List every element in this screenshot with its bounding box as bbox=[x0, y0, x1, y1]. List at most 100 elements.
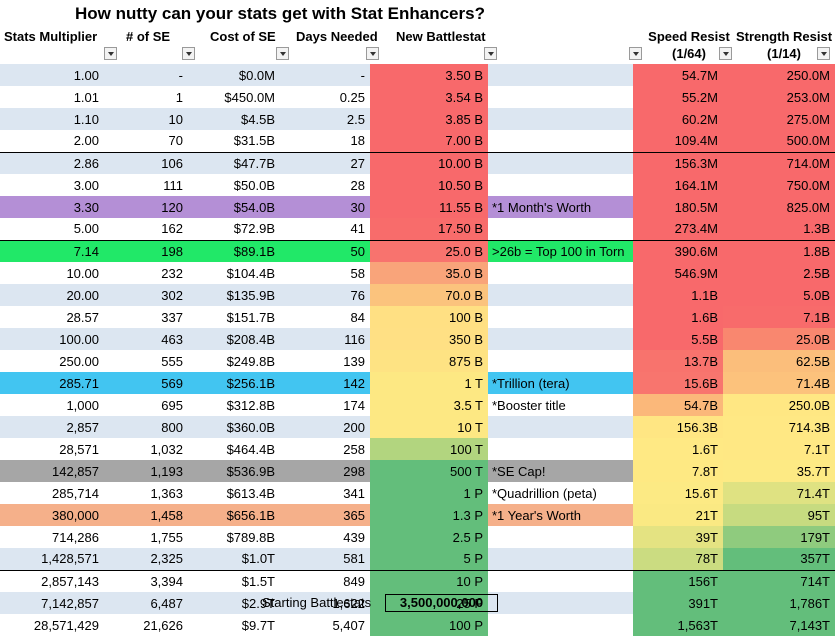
cell-new-battlestat[interactable]: 1 T bbox=[370, 372, 488, 394]
cell-num-se[interactable]: 3,394 bbox=[104, 569, 188, 592]
cell-num-se[interactable]: 120 bbox=[104, 196, 188, 218]
cell-note[interactable] bbox=[488, 416, 633, 438]
cell-days-needed[interactable]: 84 bbox=[280, 306, 370, 328]
cell-new-battlestat[interactable]: 500 T bbox=[370, 460, 488, 482]
cell-note[interactable] bbox=[488, 262, 633, 284]
cell-cost-se[interactable]: $450.0M bbox=[188, 86, 280, 108]
cell-num-se[interactable]: 111 bbox=[104, 174, 188, 196]
cell-stats-multiplier[interactable]: 250.00 bbox=[0, 350, 104, 372]
cell-cost-se[interactable]: $1.5T bbox=[188, 569, 280, 592]
cell-num-se[interactable]: 569 bbox=[104, 372, 188, 394]
filter-dropdown-icon[interactable] bbox=[719, 47, 732, 60]
cell-stats-multiplier[interactable]: 28,571,429 bbox=[0, 614, 104, 636]
cell-num-se[interactable]: 106 bbox=[104, 151, 188, 174]
cell-strength-resist[interactable]: 714T bbox=[723, 569, 835, 592]
cell-days-needed[interactable]: 1,622 bbox=[280, 592, 370, 614]
cell-speed-resist[interactable]: 21T bbox=[633, 504, 723, 526]
cell-cost-se[interactable]: $312.8B bbox=[188, 394, 280, 416]
cell-days-needed[interactable]: 139 bbox=[280, 350, 370, 372]
cell-speed-resist[interactable]: 180.5M bbox=[633, 196, 723, 218]
cell-new-battlestat[interactable]: 5 P bbox=[370, 548, 488, 570]
starting-battlestats-value[interactable]: 3,500,000,000 bbox=[385, 594, 498, 612]
cell-new-battlestat[interactable]: 1.3 P bbox=[370, 504, 488, 526]
cell-new-battlestat[interactable]: 100 B bbox=[370, 306, 488, 328]
cell-stats-multiplier[interactable]: 1.10 bbox=[0, 108, 104, 130]
cell-days-needed[interactable]: 30 bbox=[280, 196, 370, 218]
cell-cost-se[interactable]: $656.1B bbox=[188, 504, 280, 526]
cell-strength-resist[interactable]: 62.5B bbox=[723, 350, 835, 372]
cell-strength-resist[interactable]: 1.3B bbox=[723, 218, 835, 240]
filter-dropdown-icon[interactable] bbox=[629, 47, 642, 60]
cell-speed-resist[interactable]: 1.1B bbox=[633, 284, 723, 306]
cell-note[interactable]: *Booster title bbox=[488, 394, 633, 416]
cell-strength-resist[interactable]: 500.0M bbox=[723, 130, 835, 152]
cell-cost-se[interactable]: $789.8B bbox=[188, 526, 280, 548]
cell-strength-resist[interactable]: 250.0B bbox=[723, 394, 835, 416]
cell-stats-multiplier[interactable]: 2.00 bbox=[0, 130, 104, 152]
cell-note[interactable]: *Quadrillion (peta) bbox=[488, 482, 633, 504]
cell-speed-resist[interactable]: 39T bbox=[633, 526, 723, 548]
cell-cost-se[interactable]: $2.9T bbox=[188, 592, 280, 614]
cell-stats-multiplier[interactable]: 7,142,857 bbox=[0, 592, 104, 614]
cell-note[interactable] bbox=[488, 64, 633, 86]
cell-days-needed[interactable]: 41 bbox=[280, 218, 370, 240]
cell-stats-multiplier[interactable]: 380,000 bbox=[0, 504, 104, 526]
cell-new-battlestat[interactable]: 25.0 B bbox=[370, 239, 488, 262]
cell-new-battlestat[interactable]: 3.50 B bbox=[370, 64, 488, 86]
cell-stats-multiplier[interactable]: 28.57 bbox=[0, 306, 104, 328]
cell-days-needed[interactable]: 581 bbox=[280, 548, 370, 570]
cell-strength-resist[interactable]: 253.0M bbox=[723, 86, 835, 108]
cell-new-battlestat[interactable]: 10 P bbox=[370, 569, 488, 592]
cell-note[interactable]: *1 Year's Worth bbox=[488, 504, 633, 526]
cell-strength-resist[interactable]: 357T bbox=[723, 548, 835, 570]
cell-num-se[interactable]: 232 bbox=[104, 262, 188, 284]
cell-days-needed[interactable]: 142 bbox=[280, 372, 370, 394]
cell-speed-resist[interactable]: 390.6M bbox=[633, 239, 723, 262]
filter-dropdown-icon[interactable] bbox=[182, 47, 195, 60]
cell-cost-se[interactable]: $4.5B bbox=[188, 108, 280, 130]
cell-new-battlestat[interactable]: 100 T bbox=[370, 438, 488, 460]
cell-cost-se[interactable]: $72.9B bbox=[188, 218, 280, 240]
cell-stats-multiplier[interactable]: 7.14 bbox=[0, 239, 104, 262]
cell-new-battlestat[interactable]: 350 B bbox=[370, 328, 488, 350]
filter-dropdown-icon[interactable] bbox=[484, 47, 497, 60]
cell-new-battlestat[interactable]: 2.5 P bbox=[370, 526, 488, 548]
cell-days-needed[interactable]: 5,407 bbox=[280, 614, 370, 636]
cell-cost-se[interactable]: $0.0M bbox=[188, 64, 280, 86]
cell-note[interactable] bbox=[488, 284, 633, 306]
cell-days-needed[interactable]: 76 bbox=[280, 284, 370, 306]
cell-days-needed[interactable]: 200 bbox=[280, 416, 370, 438]
cell-stats-multiplier[interactable]: 20.00 bbox=[0, 284, 104, 306]
cell-num-se[interactable]: 21,626 bbox=[104, 614, 188, 636]
cell-note[interactable] bbox=[488, 174, 633, 196]
cell-speed-resist[interactable]: 5.5B bbox=[633, 328, 723, 350]
cell-new-battlestat[interactable]: 1 P bbox=[370, 482, 488, 504]
cell-strength-resist[interactable]: 5.0B bbox=[723, 284, 835, 306]
cell-new-battlestat[interactable]: 70.0 B bbox=[370, 284, 488, 306]
cell-num-se[interactable]: 2,325 bbox=[104, 548, 188, 570]
cell-cost-se[interactable]: $47.7B bbox=[188, 151, 280, 174]
cell-cost-se[interactable]: $536.9B bbox=[188, 460, 280, 482]
cell-days-needed[interactable]: - bbox=[280, 64, 370, 86]
cell-days-needed[interactable]: 50 bbox=[280, 239, 370, 262]
cell-note[interactable]: *1 Month's Worth bbox=[488, 196, 633, 218]
cell-note[interactable] bbox=[488, 350, 633, 372]
cell-strength-resist[interactable]: 71.4T bbox=[723, 482, 835, 504]
cell-speed-resist[interactable]: 1.6B bbox=[633, 306, 723, 328]
cell-stats-multiplier[interactable]: 100.00 bbox=[0, 328, 104, 350]
cell-num-se[interactable]: - bbox=[104, 64, 188, 86]
cell-stats-multiplier[interactable]: 1.01 bbox=[0, 86, 104, 108]
cell-speed-resist[interactable]: 7.8T bbox=[633, 460, 723, 482]
filter-dropdown-icon[interactable] bbox=[104, 47, 117, 60]
cell-num-se[interactable]: 463 bbox=[104, 328, 188, 350]
cell-strength-resist[interactable]: 95T bbox=[723, 504, 835, 526]
cell-strength-resist[interactable]: 250.0M bbox=[723, 64, 835, 86]
cell-num-se[interactable]: 555 bbox=[104, 350, 188, 372]
cell-stats-multiplier[interactable]: 28,571 bbox=[0, 438, 104, 460]
cell-cost-se[interactable]: $464.4B bbox=[188, 438, 280, 460]
cell-strength-resist[interactable]: 714.0M bbox=[723, 151, 835, 174]
cell-num-se[interactable]: 1,755 bbox=[104, 526, 188, 548]
cell-cost-se[interactable]: $360.0B bbox=[188, 416, 280, 438]
cell-note[interactable] bbox=[488, 438, 633, 460]
cell-note[interactable] bbox=[488, 306, 633, 328]
